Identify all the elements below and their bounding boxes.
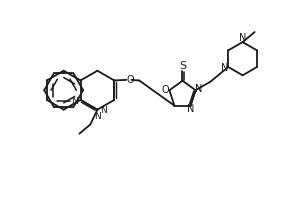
Text: N: N bbox=[221, 62, 229, 73]
Text: N: N bbox=[195, 84, 203, 94]
Text: N: N bbox=[188, 104, 195, 114]
Text: S: S bbox=[179, 61, 186, 71]
Text: O: O bbox=[127, 75, 134, 85]
Text: N: N bbox=[239, 33, 246, 43]
Text: N: N bbox=[94, 112, 101, 121]
Text: N: N bbox=[100, 106, 106, 115]
Text: O: O bbox=[162, 85, 169, 95]
Text: N: N bbox=[72, 97, 78, 106]
